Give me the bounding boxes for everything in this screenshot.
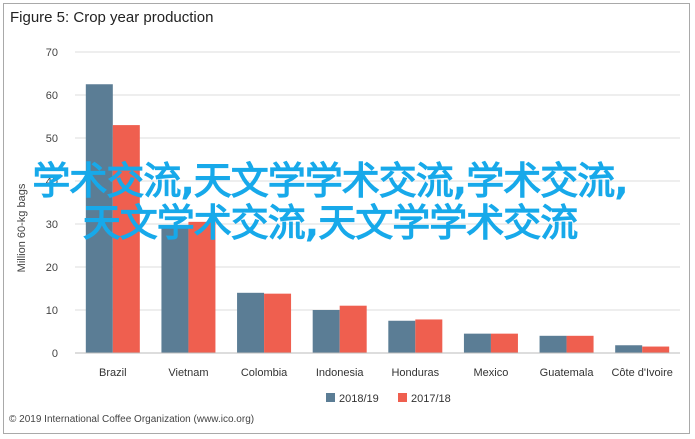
y-tick-label: 30	[46, 219, 58, 231]
bar-2018-19-1	[161, 226, 189, 353]
x-tick-label: Brazil	[99, 367, 127, 379]
bar-2017-18-7	[642, 346, 670, 353]
y-tick-label: 0	[52, 348, 58, 360]
x-tick-label: Côte d'Ivoire	[611, 367, 672, 379]
x-tick-label: Honduras	[391, 367, 439, 379]
bar-2017-18-1	[188, 221, 216, 353]
legend-swatch-1	[398, 393, 407, 402]
y-tick-label: 10	[46, 305, 58, 317]
x-tick-label: Mexico	[474, 367, 509, 379]
bar-2017-18-2	[264, 293, 292, 353]
y-axis-ticks: 0 10 20 30 40 50 60 70	[46, 47, 58, 360]
bar-2018-19-5	[463, 333, 491, 353]
x-axis-labels: Brazil Vietnam Colombia Indonesia Honduras Me…	[99, 367, 673, 379]
x-tick-label: Guatemala	[540, 367, 595, 379]
y-tick-label: 50	[46, 133, 58, 145]
y-tick-label: 70	[46, 47, 58, 59]
bar-2018-19-3	[312, 310, 340, 353]
y-axis-label: Million 60-kg bags	[16, 183, 28, 272]
y-tick-label: 20	[46, 262, 58, 274]
bar-2018-19-7	[615, 345, 643, 353]
legend-swatch-0	[326, 393, 335, 402]
watermark-overlay-text: 学术交流,天文学学术交流,学术交流,天文学术交流,天文学学术交流	[32, 159, 628, 245]
legend: 2018/19 2017/18	[326, 393, 451, 405]
bar-2018-19-4	[388, 320, 416, 353]
bar-2018-19-2	[237, 292, 265, 353]
footer-credit: © 2019 International Coffee Organization…	[9, 414, 255, 425]
bars	[85, 84, 670, 353]
bar-2018-19-0	[85, 84, 113, 353]
x-tick-label: Indonesia	[316, 367, 365, 379]
x-tick-label: Colombia	[241, 367, 288, 379]
chart-title: Figure 5: Crop year production	[10, 9, 214, 26]
bar-2017-18-6	[566, 335, 594, 353]
legend-label: 2018/19	[339, 393, 379, 405]
bar-2017-18-5	[490, 333, 518, 353]
x-tick-label: Vietnam	[168, 367, 208, 379]
y-tick-label: 60	[46, 90, 58, 102]
legend-label: 2017/18	[411, 393, 451, 405]
bar-2018-19-6	[539, 335, 567, 353]
bar-2017-18-4	[415, 319, 443, 353]
bar-2017-18-3	[339, 305, 367, 353]
bar-2017-18-0	[112, 125, 140, 353]
y-tick-label: 40	[46, 176, 58, 188]
